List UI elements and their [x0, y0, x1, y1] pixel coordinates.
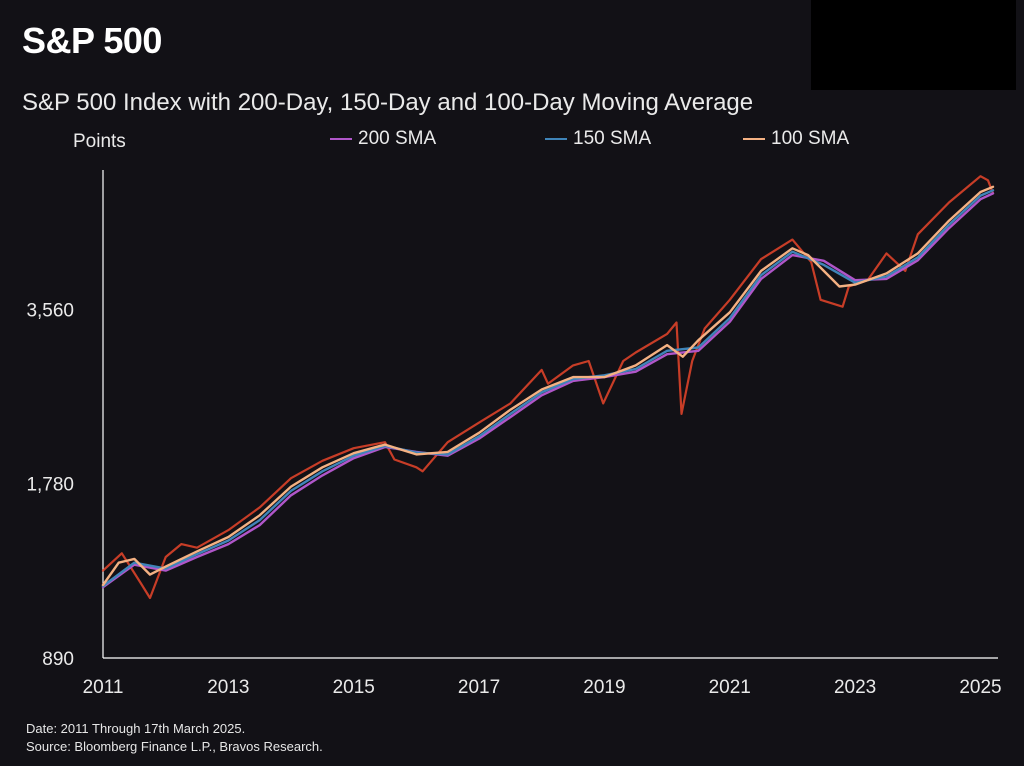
legend-label-100-sma: 100 SMA	[771, 128, 850, 149]
legend-swatch-100-sma	[743, 138, 765, 140]
x-tick-label: 2013	[207, 677, 249, 698]
legend-swatch-150-sma	[545, 138, 567, 140]
y-tick-label: 890	[42, 649, 74, 670]
chart-subtitle: S&P 500 Index with 200-Day, 150-Day and …	[22, 89, 754, 116]
x-tick-label: 2015	[333, 677, 375, 698]
legend-swatch-200-sma	[330, 138, 352, 140]
legend-item-100-sma: 100 SMA	[743, 128, 849, 150]
footer: Date: 2011 Through 17th March 2025. Sour…	[26, 720, 323, 756]
legend-label-150-sma: 150 SMA	[573, 128, 652, 149]
source-note: Source: Bloomberg Finance L.P., Bravos R…	[26, 739, 323, 754]
x-tick-label: 2011	[83, 677, 124, 698]
x-tick-label: 2017	[458, 677, 500, 698]
x-tick-label: 2023	[834, 677, 876, 698]
legend-item-200-sma: 200 SMA	[330, 128, 436, 150]
sma-200-line	[101, 192, 995, 589]
redaction-box	[811, 0, 1016, 90]
legend: 200 SMA 150 SMA 100 SMA	[0, 128, 1024, 152]
y-axis-label: Points	[73, 131, 126, 152]
x-tick-label: 2021	[709, 677, 751, 698]
legend-label-200-sma: 200 SMA	[358, 128, 437, 149]
sma-100-line	[101, 185, 995, 587]
x-tick-label: 2025	[959, 677, 1001, 698]
y-tick-label: 3,560	[26, 300, 74, 321]
legend-item-150-sma: 150 SMA	[545, 128, 651, 150]
date-note: Date: 2011 Through 17th March 2025.	[26, 721, 246, 736]
y-tick-label: 1,780	[26, 475, 74, 496]
chart-title: S&P 500	[22, 20, 162, 61]
x-tick-label: 2019	[583, 677, 625, 698]
